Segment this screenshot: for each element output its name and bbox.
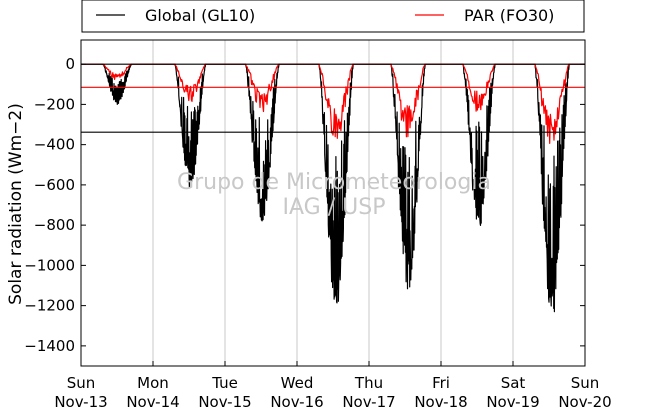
gridlines	[152, 40, 514, 366]
watermark-line-1: Grupo de Micrometeorologia	[177, 170, 491, 195]
x-tick-date-1: Nov-14	[126, 393, 179, 409]
series-par-day-4	[369, 63, 441, 138]
x-tick-date-6: Nov-19	[486, 393, 539, 409]
x-tick-day-6: Sat	[501, 374, 526, 392]
series-par-day-2	[225, 63, 297, 113]
y-axis-label: Solar radiation (Wm−2)	[6, 103, 26, 305]
x-tick-date-0: Nov-13	[54, 393, 107, 409]
y-tick-label-7: −1400	[24, 337, 75, 355]
x-tick-day-5: Fri	[432, 374, 450, 392]
x-tick-day-0: Sun	[67, 374, 96, 392]
x-tick-day-2: Tue	[211, 374, 238, 392]
y-tick-label-3: −600	[34, 176, 75, 194]
y-tick-label-1: −200	[34, 95, 75, 113]
y-tick-label-4: −800	[34, 216, 75, 234]
legend-label-global: Global (GL10)	[145, 6, 255, 25]
x-tick-day-3: Wed	[281, 374, 314, 392]
series-global-day-1	[153, 63, 225, 189]
y-tick-label-6: −1200	[24, 297, 75, 315]
series-global-day-5	[441, 63, 513, 226]
x-tick-date-3: Nov-16	[270, 393, 323, 409]
x-tick-date-5: Nov-18	[414, 393, 467, 409]
x-tick-day-7: Sun	[571, 374, 600, 392]
y-tick-label-5: −1000	[24, 256, 75, 274]
plot-frame	[80, 39, 586, 367]
series-global-day-2	[225, 63, 297, 222]
series-par-day-5	[441, 63, 513, 112]
y-tick-label-2: −400	[34, 136, 75, 154]
reference-lines	[81, 63, 585, 133]
x-tick-date-2: Nov-15	[198, 393, 251, 409]
x-tick-day-1: Mon	[137, 374, 169, 392]
y-tick-label-0: 0	[65, 55, 75, 73]
series-par-line	[81, 63, 585, 144]
watermark: Grupo de Micrometeorologia IAG / USP	[177, 170, 491, 220]
x-axis-ticks: SunNov-13MonNov-14TueNov-15WedNov-16ThuN…	[54, 361, 612, 409]
x-tick-date-4: Nov-17	[342, 393, 395, 409]
series-par-day-3	[297, 63, 369, 139]
series-global-day-6	[513, 63, 585, 313]
series-par-day-1	[153, 63, 225, 103]
y-axis-ticks: 0 −200 −400 −600 −800 −1000 −1200 −1400	[24, 55, 585, 355]
series-par-day-0	[81, 63, 153, 81]
series-global-day-3	[297, 63, 369, 304]
x-tick-date-7: Nov-20	[558, 393, 611, 409]
watermark-line-2: IAG / USP	[283, 195, 386, 220]
legend-box	[81, 0, 585, 33]
legend-label-par: PAR (FO30)	[464, 6, 554, 25]
series-global-day-0	[81, 63, 153, 106]
legend: Global (GL10) PAR (FO30)	[81, 0, 585, 33]
x-tick-day-4: Thu	[354, 374, 383, 392]
